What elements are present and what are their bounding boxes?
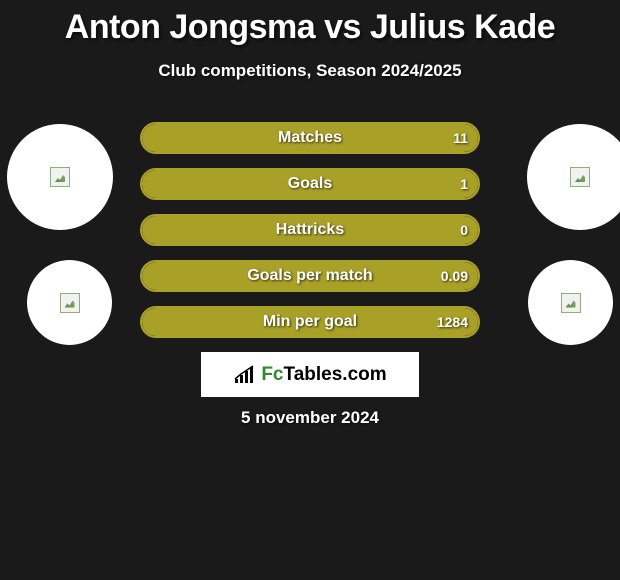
stat-bar-goals-per-match: Goals per match 0.09 [140, 260, 480, 292]
brand-text: FcTables.com [261, 364, 386, 386]
brand-rest: Tables.com [284, 364, 387, 385]
stat-bar-label: Min per goal [142, 308, 478, 336]
page-title: Anton Jongsma vs Julius Kade [0, 0, 620, 47]
broken-image-icon [50, 167, 70, 187]
brand-logo[interactable]: FcTables.com [201, 352, 419, 397]
chart-icon [233, 365, 257, 385]
avatar-player-right-top [527, 124, 620, 230]
stat-bar-hattricks: Hattricks 0 [140, 214, 480, 246]
stat-bar-label: Matches [142, 124, 478, 152]
stat-bar-label: Hattricks [142, 216, 478, 244]
brand-prefix: Fc [261, 364, 283, 385]
stat-bar-value: 0.09 [441, 262, 468, 290]
stat-bars: Matches 11 Goals 1 Hattricks 0 Goals per… [140, 122, 480, 352]
broken-image-icon [561, 293, 581, 313]
stat-bar-value: 11 [453, 124, 468, 152]
stat-bar-matches: Matches 11 [140, 122, 480, 154]
broken-image-icon [570, 167, 590, 187]
stat-bar-label: Goals [142, 170, 478, 198]
stat-bar-value: 1 [460, 170, 468, 198]
stat-bar-value: 0 [460, 216, 468, 244]
stat-bar-min-per-goal: Min per goal 1284 [140, 306, 480, 338]
stat-bar-label: Goals per match [142, 262, 478, 290]
date-label: 5 november 2024 [0, 408, 620, 428]
subtitle: Club competitions, Season 2024/2025 [0, 61, 620, 81]
avatar-player-right-bottom [528, 260, 613, 345]
avatar-player-left-bottom [27, 260, 112, 345]
stat-bar-value: 1284 [437, 308, 468, 336]
avatar-player-left-top [7, 124, 113, 230]
stat-bar-goals: Goals 1 [140, 168, 480, 200]
broken-image-icon [60, 293, 80, 313]
